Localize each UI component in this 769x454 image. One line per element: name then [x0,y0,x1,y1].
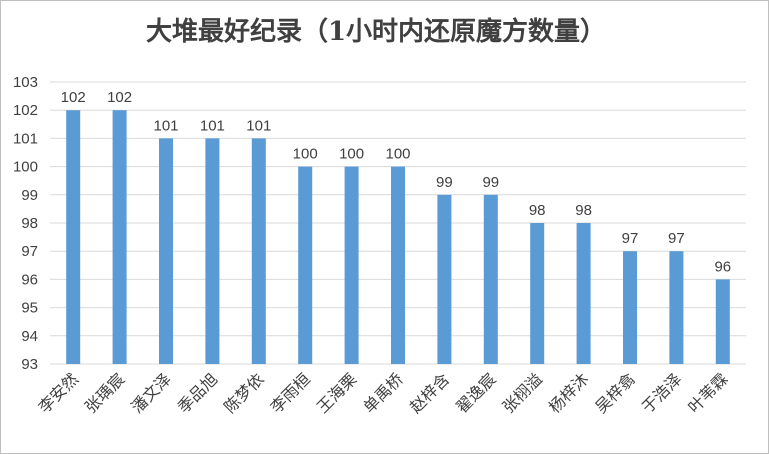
data-label: 98 [529,202,546,219]
y-tick-label: 100 [13,159,38,176]
data-label: 97 [622,230,639,247]
category-label: 陈梦依 [220,369,267,416]
category-label: 叶苇霖 [684,369,731,416]
data-label: 99 [482,174,499,191]
data-label: 101 [246,117,271,134]
y-tick-label: 101 [13,130,38,147]
y-axis-ticks: 93 94 95 96 97 98 99 100 101 102 103 [13,74,38,373]
data-label: 100 [385,146,410,163]
bar [530,223,545,364]
data-label: 99 [436,174,453,191]
bar [437,194,452,364]
category-label: 季品旭 [174,369,221,416]
y-tick-label: 102 [13,102,38,119]
bar [391,166,405,364]
x-axis-categories: 李安然 张瑀宸 潘文泽 季品旭 陈梦依 李雨桓 王海栗 单禹桥 赵梓含 翟逸宸 张栩溢 杨梓沐 吴梓翕于… [35,369,732,416]
category-label: 张栩溢 [499,369,546,416]
category-label: 翟逸宸 [452,369,499,416]
data-label: 101 [153,117,178,134]
data-label: 102 [61,89,86,106]
y-tick-label: 97 [21,243,38,260]
category-label: 李安然 [35,369,82,416]
bar [205,138,220,364]
y-tick-label: 103 [13,74,38,91]
data-label: 98 [575,202,592,219]
bar [623,251,637,364]
y-tick-label: 99 [21,187,38,204]
chart-title: 大堆最好纪录（1小时内还原魔方数量） [146,16,606,47]
category-label: 吴梓翕 [591,369,638,416]
bar [251,138,266,364]
bar [576,223,591,364]
data-label: 100 [293,146,318,163]
y-tick-label: 93 [21,356,38,373]
bar [66,110,81,364]
bar [344,166,359,364]
bar [715,279,730,364]
bar [112,110,127,364]
data-label: 101 [200,117,225,134]
category-label: 单禹桥 [359,369,406,416]
bar [159,138,173,364]
data-label: 102 [107,89,132,106]
category-label: 王海栗 [313,369,360,416]
y-tick-label: 94 [21,328,38,345]
data-label: 96 [714,258,731,275]
category-label: 杨梓沐 [545,369,592,416]
category-label: 张瑀宸 [81,369,128,416]
y-tick-label: 95 [21,300,38,317]
bars [66,110,730,364]
data-label: 100 [339,146,364,163]
category-label: 李雨桓 [267,369,314,416]
category-label: 潘文泽 [127,369,174,416]
bar [483,194,498,364]
category-label: 于浩泽 [638,369,685,416]
y-tick-label: 98 [21,215,38,232]
y-tick-label: 96 [21,271,38,288]
data-label: 97 [668,230,685,247]
data-labels: 102 102 101 101 101 100 100 100 99 99 98 98 97 97 96 [61,89,731,275]
category-label: 赵梓含 [406,369,453,416]
bar [669,251,684,364]
bar [298,166,313,364]
